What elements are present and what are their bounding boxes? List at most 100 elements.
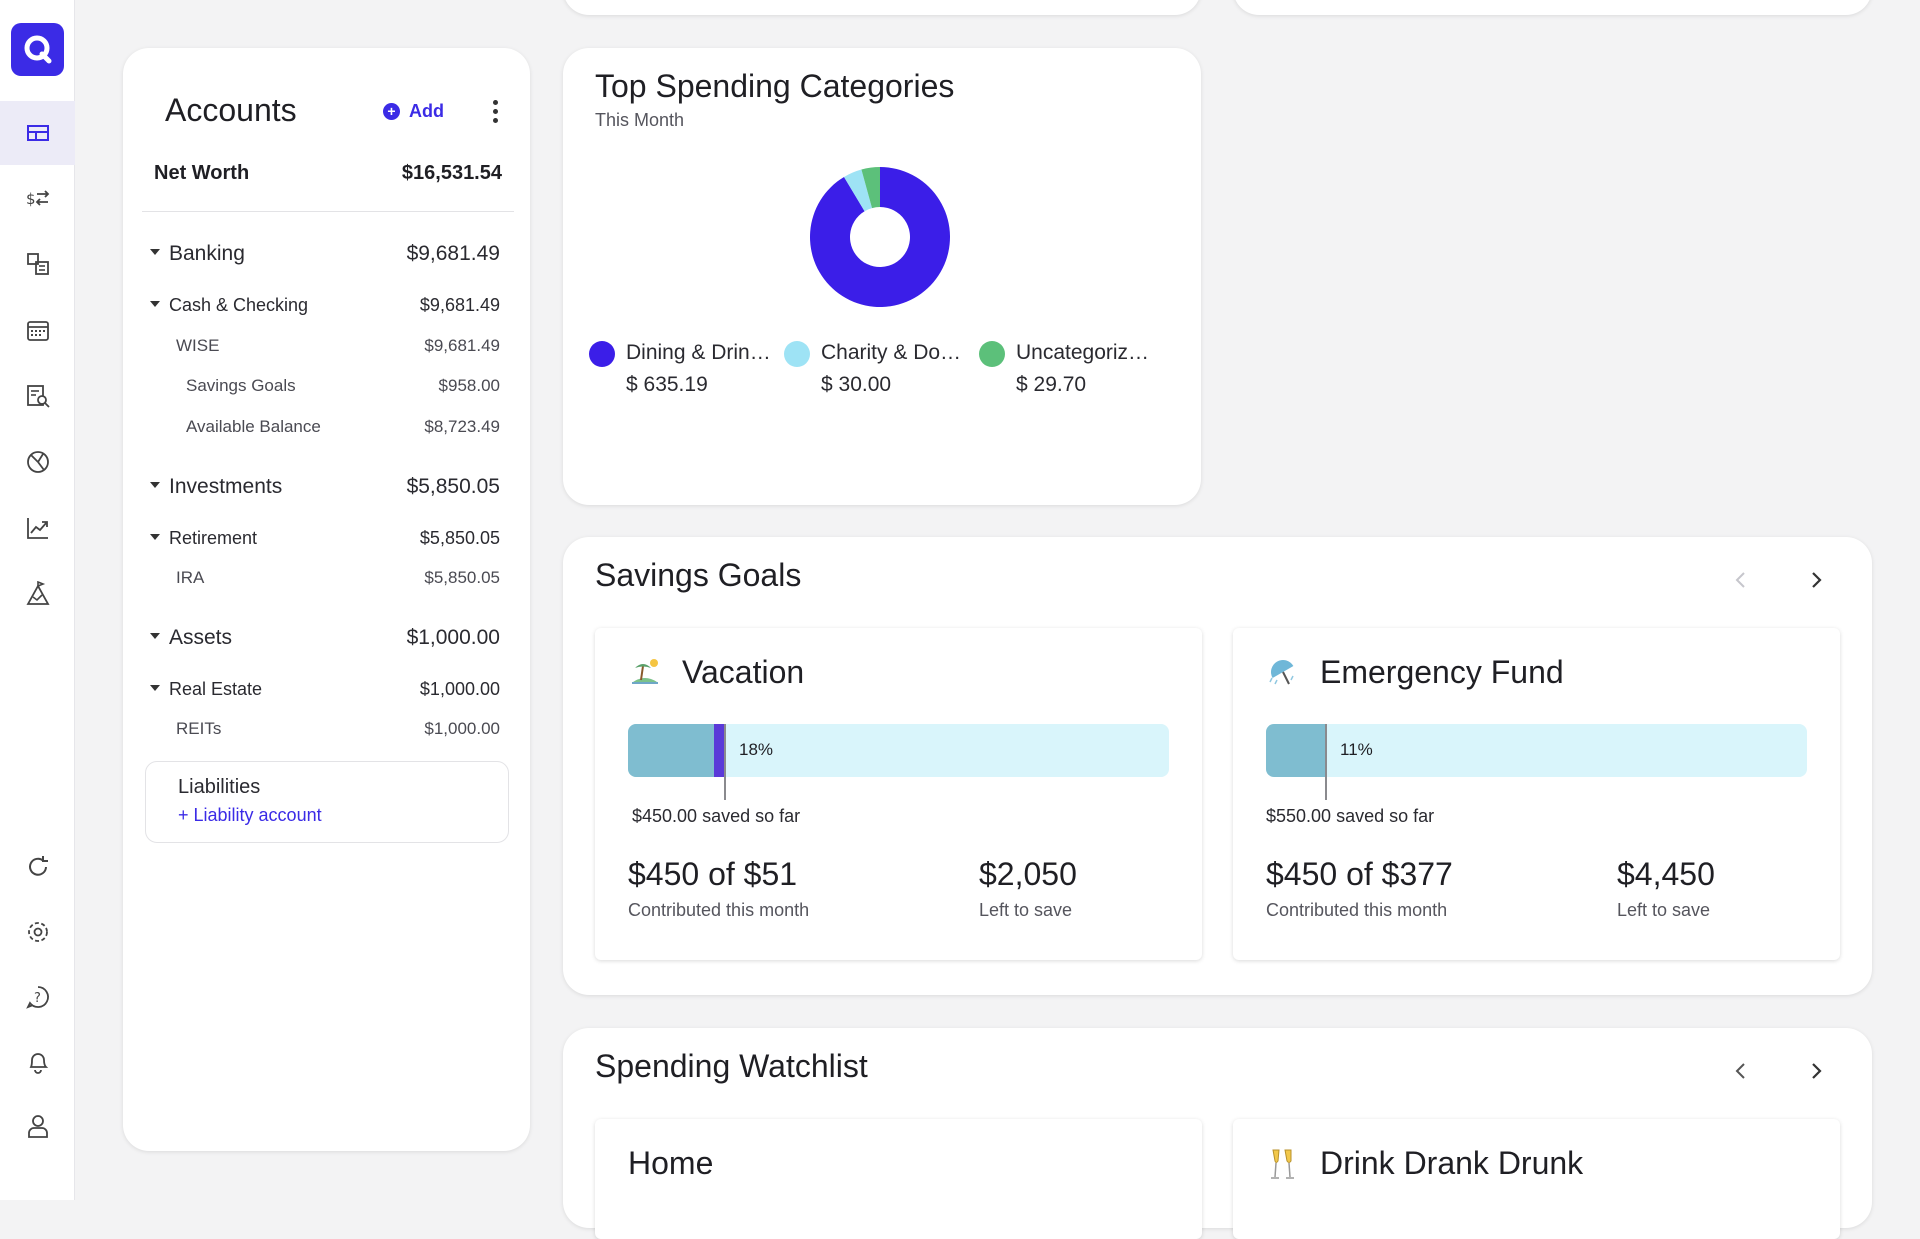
liabilities-title: Liabilities — [178, 776, 261, 798]
account-value: $5,850.05 — [406, 475, 500, 498]
account-subgroup-retirement[interactable]: Retirement $5,850.05 — [150, 528, 500, 549]
net-worth-label: Net Worth — [154, 162, 250, 184]
caret-down-icon[interactable] — [150, 482, 160, 489]
nav-categories[interactable] — [0, 232, 75, 296]
accounts-title: Accounts — [165, 92, 297, 128]
accounts-card: Accounts + Add Net Worth $16,531.54 Bank… — [123, 48, 530, 1151]
liabilities-box: Liabilities + Liability account — [145, 761, 509, 843]
more-options-icon[interactable] — [489, 100, 501, 126]
chevron-left-icon — [1735, 572, 1745, 588]
account-item-savings-goals[interactable]: Savings Goals $958.00 — [186, 376, 500, 396]
savings-goals-card: Savings Goals Vacation 18% $450.00 saved… — [563, 537, 1872, 995]
donut-slice[interactable] — [844, 169, 873, 212]
top-spending-title: Top Spending Categories — [595, 68, 955, 104]
nav-refresh[interactable] — [0, 835, 75, 899]
legend-label: Charity & Do… — [821, 341, 962, 364]
goal-saved-so-far: $550.00 saved so far — [1266, 806, 1435, 826]
nav-transactions[interactable]: $ — [0, 166, 75, 230]
account-subgroup-cash-checking[interactable]: Cash & Checking $9,681.49 — [150, 295, 500, 316]
refresh-icon — [28, 856, 48, 876]
account-group-banking[interactable]: Banking $9,681.49 — [150, 242, 500, 266]
goal-progress-fill — [628, 724, 725, 777]
watchlist-item-home[interactable]: Home — [595, 1119, 1202, 1239]
investments-icon — [26, 518, 48, 539]
caret-down-icon[interactable] — [150, 249, 160, 256]
account-value: $5,850.05 — [424, 568, 500, 587]
top-spending-card: Top Spending Categories This Month Dinin… — [563, 48, 1201, 505]
account-value: $1,000.00 — [424, 719, 500, 738]
goal-card-vacation[interactable]: Vacation 18% $450.00 saved so far $450 o… — [595, 628, 1202, 960]
account-value: $958.00 — [438, 376, 500, 395]
nav-calendar[interactable] — [0, 298, 75, 362]
nav-dashboard[interactable] — [0, 101, 75, 165]
nav-help[interactable]: ? — [0, 965, 75, 1029]
legend-value: $ 30.00 — [821, 373, 892, 396]
nav-notifications[interactable] — [0, 1030, 75, 1094]
account-label: Real Estate — [169, 679, 263, 699]
svg-text:?: ? — [34, 991, 41, 1006]
reports-icon — [26, 385, 50, 408]
previous-page-button[interactable] — [1726, 565, 1756, 595]
account-label: Assets — [169, 626, 233, 649]
goal-progress-marker — [714, 724, 725, 777]
account-subgroup-real-estate[interactable]: Real Estate $1,000.00 — [150, 679, 500, 700]
goal-progress-fill — [1266, 724, 1326, 777]
plus-circle-icon: + — [383, 103, 400, 120]
beach-icon — [632, 659, 658, 684]
account-group-investments[interactable]: Investments $5,850.05 — [150, 475, 500, 499]
caret-down-icon[interactable] — [150, 534, 160, 541]
calendar-icon — [26, 321, 49, 341]
goal-progress-tick — [724, 724, 726, 800]
account-label: Savings Goals — [186, 376, 296, 395]
card-above-right — [1233, 0, 1872, 15]
add-account-button[interactable]: + Add — [383, 101, 444, 122]
nav-reports[interactable] — [0, 364, 75, 428]
chevron-left-icon — [1735, 1063, 1745, 1079]
caret-down-icon[interactable] — [150, 685, 160, 692]
chevron-right-icon — [1812, 1063, 1822, 1079]
nav-investments[interactable] — [0, 496, 75, 560]
caret-down-icon[interactable] — [150, 301, 160, 308]
spending-donut-chart[interactable] — [808, 165, 952, 309]
watchlist-item-title: Drink Drank Drunk — [1320, 1145, 1584, 1181]
account-item-wise[interactable]: WISE $9,681.49 — [176, 336, 500, 356]
goal-progress-tick — [1325, 724, 1327, 800]
account-label: Banking — [169, 242, 245, 265]
net-worth-row: Net Worth $16,531.54 — [142, 162, 514, 212]
watchlist-previous-button[interactable] — [1726, 1056, 1756, 1086]
caret-down-icon[interactable] — [150, 633, 160, 640]
account-label: Retirement — [169, 528, 258, 548]
goal-left-amount: $4,450 — [1617, 856, 1715, 892]
watchlist-item-drinks[interactable]: Drink Drank Drunk — [1233, 1119, 1840, 1239]
goal-contributed-amount: $450 of $51 — [628, 856, 798, 892]
goal-card-emergency-fund[interactable]: Emergency Fund 11% $550.00 saved so far … — [1233, 628, 1840, 960]
goal-contributed-label: Contributed this month — [628, 900, 810, 920]
profile-icon — [27, 1115, 48, 1138]
donut-slice[interactable] — [810, 167, 950, 307]
account-item-available-balance[interactable]: Available Balance $8,723.49 — [186, 417, 500, 437]
watchlist-title: Spending Watchlist — [595, 1048, 868, 1084]
account-value: $5,850.05 — [419, 528, 500, 548]
logo-q-icon — [24, 35, 51, 63]
nav-profile[interactable] — [0, 1094, 75, 1158]
app-logo[interactable] — [11, 23, 64, 76]
account-value: $9,681.49 — [419, 295, 500, 315]
account-item-ira[interactable]: IRA $5,850.05 — [176, 568, 500, 588]
donut-slice[interactable] — [861, 167, 880, 209]
transactions-icon: $ — [26, 190, 49, 208]
add-liability-link[interactable]: + Liability account — [178, 805, 322, 825]
nav-planning[interactable] — [0, 562, 75, 626]
nav-settings[interactable] — [0, 900, 75, 964]
watchlist-next-button[interactable] — [1801, 1056, 1831, 1086]
account-item-reits[interactable]: REITs $1,000.00 — [176, 719, 500, 739]
legend-label: Dining & Drin… — [626, 341, 771, 364]
top-spending-period: This Month — [595, 110, 685, 130]
goal-progress-percent: 18% — [739, 740, 774, 759]
account-label: Cash & Checking — [169, 295, 309, 315]
goal-progress-bar: 18% — [628, 724, 1169, 777]
account-label: REITs — [176, 719, 222, 738]
nav-budget[interactable] — [0, 430, 75, 494]
next-page-button[interactable] — [1801, 565, 1831, 595]
account-group-assets[interactable]: Assets $1,000.00 — [150, 626, 500, 650]
goal-progress-percent: 11% — [1340, 740, 1373, 759]
